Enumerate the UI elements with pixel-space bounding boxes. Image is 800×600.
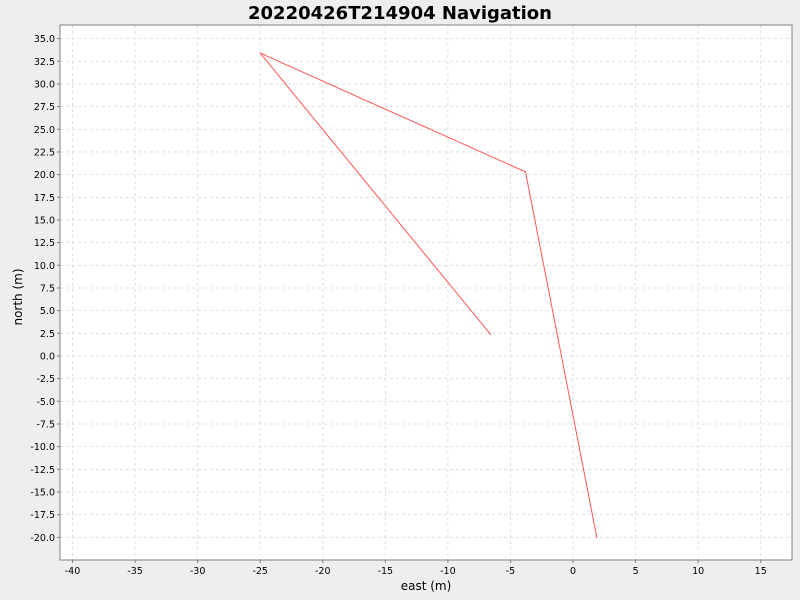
- x-tick-label: -35: [127, 566, 143, 577]
- trajectory-line: [259, 52, 598, 538]
- y-tick-label: 25.0: [34, 125, 55, 136]
- y-tick-label: 12.5: [34, 238, 55, 249]
- y-tick-label: 15.0: [34, 215, 55, 226]
- x-tick-label: -5: [506, 566, 515, 577]
- y-tick-label: 2.5: [40, 329, 55, 340]
- y-tick-label: -7.5: [36, 419, 55, 430]
- y-tick-label: 35.0: [34, 34, 55, 45]
- plot-area: [60, 25, 792, 560]
- y-tick-label: -15.0: [30, 487, 55, 498]
- x-tick-label: -25: [252, 566, 268, 577]
- trajectory-point: [524, 171, 527, 173]
- x-tick-label: 15: [755, 566, 767, 577]
- y-tick-label: 10.0: [34, 261, 55, 272]
- x-tick-label: -20: [315, 566, 331, 577]
- y-tick-label: 30.0: [34, 79, 55, 90]
- y-tick-label: -17.5: [30, 510, 55, 521]
- y-tick-label: -12.5: [30, 465, 55, 476]
- trajectory-point: [259, 52, 261, 54]
- trajectory-point: [596, 536, 598, 538]
- x-tick-label: 10: [692, 566, 704, 577]
- series-layer: [259, 52, 598, 538]
- y-tick-label: -5.0: [36, 397, 55, 408]
- grid-layer: [60, 25, 792, 560]
- x-tick-label: -15: [378, 566, 394, 577]
- x-tick-label: -30: [190, 566, 206, 577]
- y-tick-label: -2.5: [36, 374, 55, 385]
- y-tick-label: 0.0: [40, 351, 55, 362]
- x-tick-label: -10: [440, 566, 456, 577]
- axis-layer: -40 -35 -30 -25 -20 -15 -10 -5 0 5 10 15 35.0 32.5 30.…: [30, 24, 793, 577]
- y-axis-label: north (m): [11, 268, 25, 325]
- x-tick-label: 5: [633, 566, 639, 577]
- plot-border: [59, 24, 793, 561]
- x-tick-label: -40: [65, 566, 81, 577]
- x-axis-label: east (m): [401, 579, 452, 593]
- trajectory-point: [489, 333, 492, 335]
- y-tick-label: 32.5: [34, 57, 55, 68]
- y-tick-label: -10.0: [30, 442, 55, 453]
- y-tick-label: 7.5: [40, 283, 55, 294]
- x-tick-label: 0: [570, 566, 576, 577]
- y-tick-label: 22.5: [34, 147, 55, 158]
- y-tick-label: 5.0: [40, 306, 55, 317]
- y-tick-label: -20.0: [30, 533, 55, 544]
- y-tick-label: 27.5: [34, 102, 55, 113]
- chart-title: 20220426T214904 Navigation: [248, 3, 552, 24]
- y-tick-label: 20.0: [34, 170, 55, 181]
- y-tick-label: 17.5: [34, 193, 55, 204]
